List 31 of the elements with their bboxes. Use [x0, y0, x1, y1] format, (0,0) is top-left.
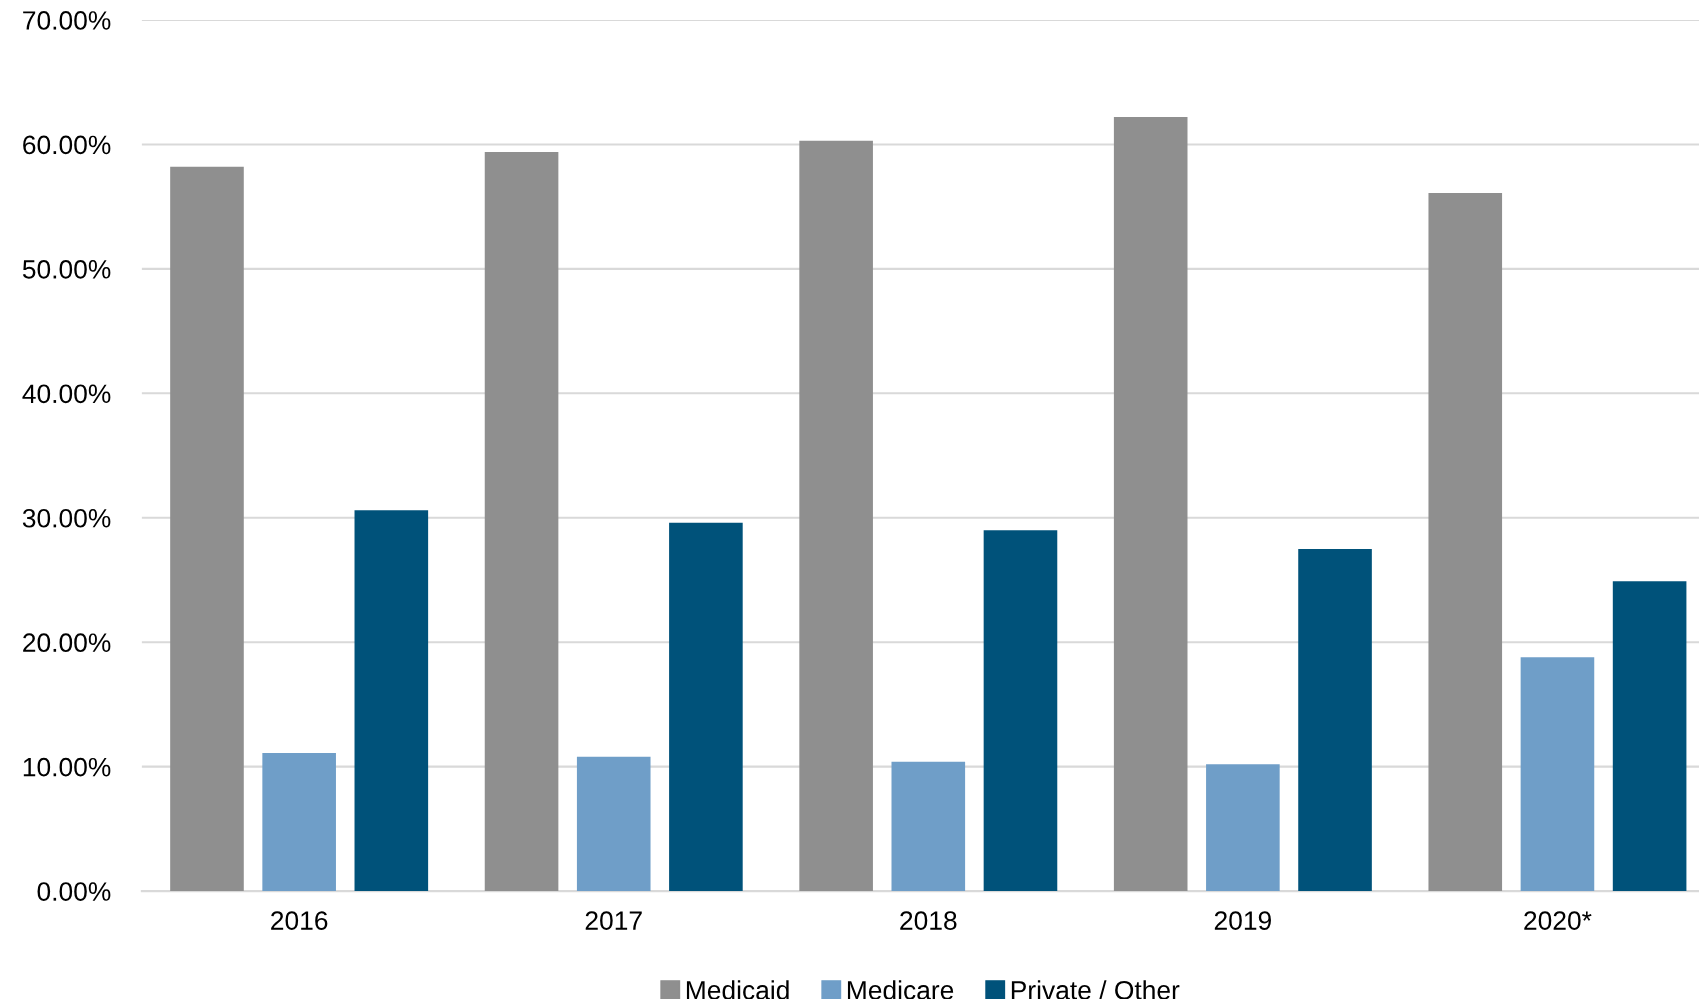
x-tick-label: 2020* — [1524, 911, 1592, 930]
x-tick-label: 2017 — [585, 911, 642, 930]
x-tick-label: 2019 — [1214, 911, 1271, 930]
y-tick-label: 10.00% — [23, 757, 111, 777]
bar — [983, 530, 1058, 892]
y-tick-label: 40.00% — [22, 384, 111, 404]
legend-label: Private / Other — [1011, 980, 1180, 999]
bar — [1612, 581, 1687, 892]
legend-label: Medicare — [847, 980, 954, 999]
bar — [1298, 548, 1372, 892]
bar — [576, 756, 651, 892]
y-tick-label: 70.00% — [23, 11, 111, 30]
x-tick-label: 2016 — [271, 911, 328, 930]
bar — [484, 151, 559, 892]
bar — [1520, 657, 1595, 892]
bar — [799, 140, 873, 892]
y-tick-label: 20.00% — [23, 633, 111, 653]
y-tick-label: 50.00% — [22, 260, 111, 279]
bar — [170, 166, 244, 892]
y-tick-label: 0.00% — [37, 882, 111, 901]
bar — [1113, 117, 1188, 892]
legend-label: Medicaid — [686, 980, 789, 999]
y-tick-label: 60.00% — [23, 135, 111, 155]
y-tick-label: 30.00% — [22, 508, 111, 528]
bar — [1206, 764, 1280, 892]
bar — [262, 752, 336, 892]
bar — [669, 522, 743, 892]
x-tick-label: 2018 — [900, 911, 957, 930]
bar — [891, 761, 966, 892]
bar — [354, 510, 429, 892]
bar — [1428, 192, 1503, 892]
